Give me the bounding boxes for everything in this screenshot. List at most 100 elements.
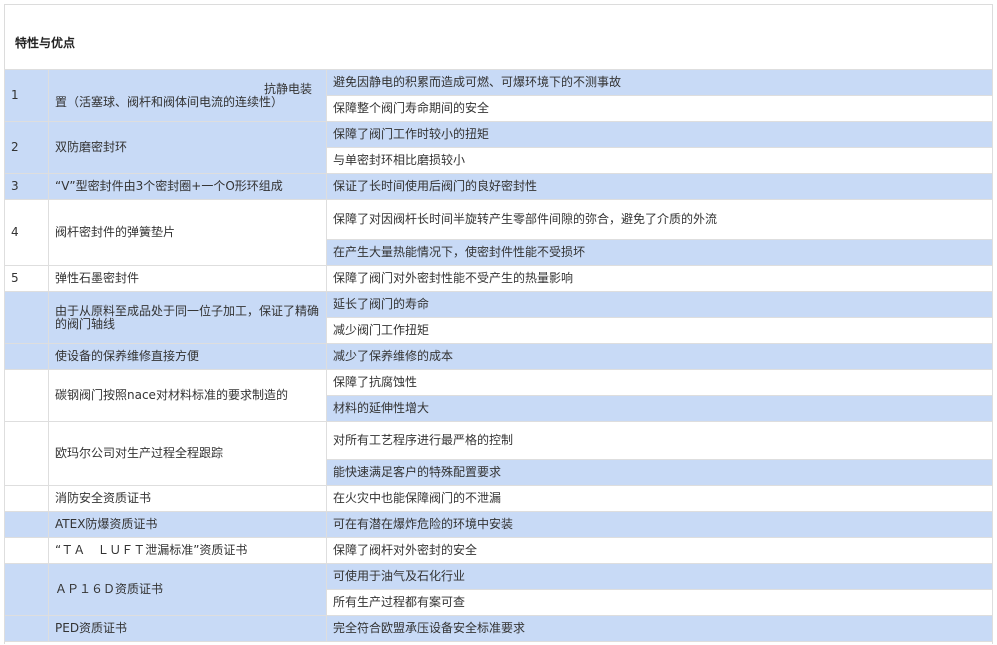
benefit-cell: 材料的延伸性增大	[326, 395, 993, 422]
feature-cell: 由于从原料至成品处于同一位子加工，保证了精确的阀门轴线	[48, 291, 327, 344]
benefit-text: 可在有潜在爆炸危险的环境中安装	[333, 517, 514, 531]
benefit-text: 完全符合欧盟承压设备安全标准要求	[333, 621, 526, 635]
benefit-cell: 在产生大量热能情况下，使密封件性能不受损坏	[326, 239, 993, 266]
benefit-text: 减少阀门工作扭矩	[333, 323, 430, 337]
benefit-text: 保障了阀门对外密封性能不受产生的热量影响	[333, 271, 574, 285]
feature-cell: 阀杆密封件的弹簧垫片	[48, 199, 327, 266]
feature-text: 消防安全资质证书	[55, 491, 152, 505]
feature-text: 双防磨密封环	[55, 140, 128, 154]
row-number	[4, 511, 49, 538]
feature-text: 使设备的保养维修直接方便	[55, 349, 200, 363]
row-number	[4, 485, 49, 512]
table-row: 保障整个阀门寿命期间的安全	[5, 95, 993, 122]
benefit-text: 减少了保养维修的成本	[333, 349, 454, 363]
feature-cell: “V”型密封件由3个密封圈+一个O形环组成	[48, 173, 327, 200]
benefit-text: 在产生大量热能情况下，使密封件性能不受损坏	[333, 245, 586, 259]
benefit-cell: 在火灾中也能保障阀门的不泄漏	[326, 485, 993, 512]
feature-text: 阀杆密封件的弹簧垫片	[55, 225, 176, 239]
feature-text: 欧玛尔公司对生产过程全程跟踪	[55, 446, 224, 460]
benefit-cell: 保障了阀门对外密封性能不受产生的热量影响	[326, 265, 993, 292]
benefit-text: 保证了长时间使用后阀门的良好密封性	[333, 179, 538, 193]
table-row: 2 双防磨密封环 保障了阀门工作时较小的扭矩	[4, 121, 993, 174]
table-row: 能快速满足客户的特殊配置要求	[5, 459, 993, 486]
feature-cell: 弹性石墨密封件	[48, 265, 327, 292]
benefit-cell: 完全符合欧盟承压设备安全标准要求	[326, 615, 993, 642]
feature-text: “ＴＡ ＬＵＦＴ泄漏标准”资质证书	[55, 543, 248, 557]
row-number	[4, 369, 49, 422]
row-number: 1	[4, 69, 49, 122]
row-number: 5	[4, 265, 49, 292]
benefit-cell: 减少阀门工作扭矩	[326, 317, 993, 344]
benefit-cell: 可使用于油气及石化行业	[326, 563, 993, 590]
row-number	[4, 421, 49, 486]
row-number	[4, 537, 49, 564]
benefit-text: 延长了阀门的寿命	[333, 297, 430, 311]
benefit-cell: 保证了长时间使用后阀门的良好密封性	[326, 173, 993, 200]
benefit-cell: 保障了阀门工作时较小的扭矩	[326, 121, 993, 148]
feature-cell: ATEX防爆资质证书	[48, 511, 327, 538]
benefit-text: 保障整个阀门寿命期间的安全	[333, 101, 490, 115]
benefit-text: 保障了抗腐蚀性	[333, 375, 418, 389]
feature-text: 弹性石墨密封件	[55, 271, 140, 285]
table-row: 消防安全资质证书 在火灾中也能保障阀门的不泄漏	[4, 485, 993, 512]
table-row: 与单密封环相比磨损较小	[5, 147, 993, 174]
benefit-text: 可使用于油气及石化行业	[333, 569, 466, 583]
table-row: “ＴＡ ＬＵＦＴ泄漏标准”资质证书 保障了阀杆对外密封的安全	[4, 537, 993, 564]
table-row: 使设备的保养维修直接方便 减少了保养维修的成本	[4, 343, 993, 370]
table-row: ATEX防爆资质证书 可在有潜在爆炸危险的环境中安装	[4, 511, 993, 538]
benefit-cell: 与单密封环相比磨损较小	[326, 147, 993, 174]
row-number	[4, 563, 49, 616]
feature-cell: ＡＰ１６Ｄ资质证书	[48, 563, 327, 616]
feature-text: PED资质证书	[55, 621, 128, 635]
benefit-text: 能快速满足客户的特殊配置要求	[333, 465, 502, 479]
feature-text-first-line: 抗静电装	[263, 81, 312, 96]
section-title: 特性与优点	[15, 36, 76, 50]
benefit-cell: 所有生产过程都有案可查	[326, 589, 993, 616]
benefit-text: 材料的延伸性增大	[333, 401, 430, 415]
table-row: 碳钢阀门按照nace对材料标准的要求制造的 保障了抗腐蚀性	[4, 369, 993, 422]
feature-cell: 使设备的保养维修直接方便	[48, 343, 327, 370]
table-row: 由于从原料至成品处于同一位子加工，保证了精确的阀门轴线 延长了阀门的寿命	[4, 291, 993, 344]
feature-cell: 欧玛尔公司对生产过程全程跟踪	[48, 421, 327, 486]
benefit-cell: 保障整个阀门寿命期间的安全	[326, 95, 993, 122]
benefit-cell: 延长了阀门的寿命	[326, 291, 993, 318]
features-table: 1 抗静电装 置（活塞球、阀杆和阀体间电流的连续性） 避免因静电的积累而造成可燃、可爆…	[4, 69, 993, 642]
benefit-cell: 保障了对因阀杆长时间半旋转产生零部件间隙的弥合，避免了介质的外流	[326, 199, 993, 240]
benefit-cell: 避免因静电的积累而造成可燃、可爆环境下的不测事故	[326, 69, 993, 96]
benefit-cell: 可在有潜在爆炸危险的环境中安装	[326, 511, 993, 538]
benefit-text: 所有生产过程都有案可查	[333, 595, 466, 609]
feature-cell: 抗静电装 置（活塞球、阀杆和阀体间电流的连续性）	[48, 69, 327, 122]
feature-text: ATEX防爆资质证书	[55, 517, 158, 531]
table-row: PED资质证书 完全符合欧盟承压设备安全标准要求	[4, 615, 993, 642]
row-number	[4, 615, 49, 642]
benefit-cell: 对所有工艺程序进行最严格的控制	[326, 421, 993, 460]
row-number	[4, 343, 49, 370]
row-number: 3	[4, 173, 49, 200]
feature-text: ＡＰ１６Ｄ资质证书	[55, 582, 164, 596]
table-row: 1 抗静电装 置（活塞球、阀杆和阀体间电流的连续性） 避免因静电的积累而造成可燃、可爆…	[4, 69, 993, 122]
benefit-text: 保障了对因阀杆长时间半旋转产生零部件间隙的弥合，避免了介质的外流	[333, 212, 718, 226]
benefit-text: 在火灾中也能保障阀门的不泄漏	[333, 491, 502, 505]
feature-text: “V”型密封件由3个密封圈+一个O形环组成	[55, 179, 283, 193]
benefit-text: 避免因静电的积累而造成可燃、可爆环境下的不测事故	[333, 75, 622, 89]
feature-cell: 双防磨密封环	[48, 121, 327, 174]
feature-text: 置（活塞球、阀杆和阀体间电流的连续性）	[55, 94, 284, 109]
feature-cell: 碳钢阀门按照nace对材料标准的要求制造的	[48, 369, 327, 422]
table-row: 4 阀杆密封件的弹簧垫片 保障了对因阀杆长时间半旋转产生零部件间隙的弥合，避免了介质…	[4, 199, 993, 266]
feature-text: 由于从原料至成品处于同一位子加工，保证了精确的阀门轴线	[55, 303, 320, 331]
benefit-cell: 减少了保养维修的成本	[326, 343, 993, 370]
feature-cell: PED资质证书	[48, 615, 327, 642]
benefit-text: 保障了阀杆对外密封的安全	[333, 543, 478, 557]
benefit-cell: 保障了阀杆对外密封的安全	[326, 537, 993, 564]
benefit-text: 保障了阀门工作时较小的扭矩	[333, 127, 490, 141]
row-number	[4, 291, 49, 344]
table-row: 材料的延伸性增大	[5, 395, 993, 422]
row-number: 4	[4, 199, 49, 266]
table-row: 5 弹性石墨密封件 保障了阀门对外密封性能不受产生的热量影响	[4, 265, 993, 292]
feature-cell: “ＴＡ ＬＵＦＴ泄漏标准”资质证书	[48, 537, 327, 564]
feature-cell: 消防安全资质证书	[48, 485, 327, 512]
table-row: ＡＰ１６Ｄ资质证书 可使用于油气及石化行业	[4, 563, 993, 616]
benefit-cell: 能快速满足客户的特殊配置要求	[326, 459, 993, 486]
table-row: 所有生产过程都有案可查	[5, 589, 993, 616]
table-row: 3 “V”型密封件由3个密封圈+一个O形环组成 保证了长时间使用后阀门的良好密封性	[4, 173, 993, 200]
